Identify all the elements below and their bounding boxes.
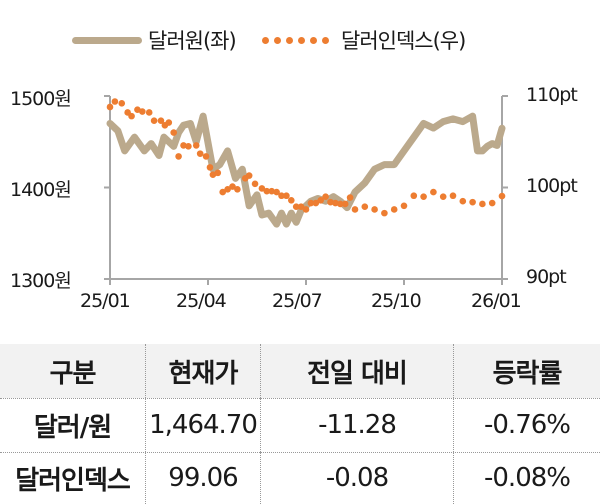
dxy-dot — [351, 206, 359, 213]
dxy-dot — [341, 200, 349, 208]
row-divider — [0, 452, 600, 453]
dxy-dot — [251, 180, 259, 188]
legend-line-swatch — [72, 36, 142, 44]
x-axis-tick-2510: 25/10 — [371, 290, 422, 312]
usdkrw-price: 1,464.70 — [146, 398, 261, 452]
dxy-dot — [498, 192, 506, 200]
dxy-dot — [459, 197, 467, 205]
dxy-dot — [449, 192, 457, 200]
dxy-dot — [268, 187, 276, 195]
dxy-dot — [192, 142, 200, 149]
usdkrw-change-rate: -0.76% — [484, 410, 571, 440]
dxy-dot — [185, 143, 192, 150]
table-header-row: 구분 현재가 전일 대비 등락률 — [0, 344, 600, 398]
dxy-dot — [128, 112, 135, 120]
legend-item-usdkrw: 달러원(좌) — [72, 20, 237, 60]
right-axis-tick-90: 90pt — [526, 266, 567, 288]
dxy-dot — [400, 202, 408, 210]
dxy-dot — [214, 169, 222, 177]
dxy-dot — [196, 150, 204, 157]
right-axis-tick-100: 100pt — [526, 175, 578, 197]
dxy-dot — [390, 206, 398, 213]
dxy-dot — [145, 109, 153, 116]
x-axis-tick-2601: 26/01 — [471, 290, 522, 312]
usdkrw-line — [106, 112, 506, 228]
header-category: 구분 — [0, 344, 146, 398]
legend-label-usdkrw: 달러원(좌) — [148, 29, 237, 53]
left-axis-tick-1400: 1400원 — [10, 179, 72, 201]
dxy-dot — [410, 192, 418, 200]
dxy-change-rate: -0.08% — [484, 463, 571, 493]
dxy-dot — [332, 199, 339, 207]
table-row: 달러인덱스 99.06 -0.08 -0.08% — [0, 452, 600, 504]
dxy-dot — [371, 206, 378, 213]
dxy-dot — [245, 172, 253, 179]
chart-legend: 달러원(좌) 달러인덱스(우) — [0, 20, 600, 60]
row-divider — [0, 398, 600, 399]
dxy-dot — [283, 192, 290, 200]
x-axis-tick-2504: 25/04 — [176, 290, 227, 312]
dxy-dot — [170, 129, 177, 136]
usdkrw-change: -11.28 — [261, 398, 454, 452]
header-change-rate: 등락률 — [492, 358, 563, 389]
chart-plot-area — [104, 95, 508, 285]
dxy-dot — [317, 197, 325, 204]
dxy-dot — [219, 188, 226, 196]
dxy-dot — [278, 192, 285, 200]
dxy-dot — [150, 117, 158, 125]
dxy-dot — [469, 198, 476, 206]
dxy-dot — [327, 198, 334, 206]
dxy-dot — [420, 193, 427, 200]
dxy-dot — [346, 194, 354, 201]
header-current-price: 현재가 — [146, 344, 261, 398]
dxy-dot — [258, 185, 266, 192]
dxy-dot — [312, 199, 320, 207]
dxy-dot — [439, 193, 447, 200]
dxy-dot — [337, 200, 344, 208]
dxy-dot — [111, 98, 119, 105]
dxy-dot — [292, 203, 300, 211]
table-row: 달러/원 1,464.70 -11.28 -0.76% — [0, 398, 600, 452]
dxy-change: -0.08 — [261, 452, 454, 504]
dxy-price: 99.06 — [146, 452, 261, 504]
row-label-usdkrw: 달러/원 — [0, 398, 146, 452]
dxy-dot — [139, 108, 146, 115]
dxy-dot — [263, 187, 271, 195]
x-axis-tick-2501: 25/01 — [80, 290, 131, 312]
legend-item-dxy: 달러인덱스(우) — [262, 20, 466, 60]
dxy-dot — [430, 188, 437, 196]
dxy-dot — [479, 200, 486, 208]
x-axis-tick-2507: 25/07 — [272, 290, 323, 312]
legend-dots-swatch — [262, 36, 329, 44]
dxy-dot — [165, 119, 173, 126]
left-axis-tick-1500: 1500원 — [10, 88, 72, 110]
dxy-dot — [180, 142, 187, 149]
row-label-dxy: 달러인덱스 — [0, 452, 146, 504]
left-axis-tick-1300: 1300원 — [10, 270, 72, 292]
dxy-dot — [106, 103, 114, 111]
dxy-dot — [224, 186, 231, 193]
dxy-dot — [381, 209, 388, 217]
dxy-dot — [361, 203, 369, 211]
dxy-dot — [202, 153, 210, 160]
dxy-dot — [307, 199, 315, 207]
dxy-dot — [118, 100, 126, 107]
dxy-dot — [302, 206, 310, 213]
dxy-dot — [322, 193, 329, 200]
right-axis-tick-110: 110pt — [526, 84, 578, 106]
dxy-dot — [206, 164, 214, 171]
fx-chart: 1500원 1400원 1300원 110pt 100pt 90pt 25/01… — [0, 70, 600, 330]
dxy-dot — [273, 188, 280, 196]
dxy-dot — [229, 183, 236, 190]
dxy-dot — [157, 117, 165, 125]
legend-label-dxy: 달러인덱스(우) — [341, 29, 466, 53]
dxy-dot — [297, 203, 305, 211]
dxy-dot — [488, 199, 496, 207]
dxy-dot — [234, 186, 241, 193]
dxy-dot — [288, 197, 295, 204]
header-change: 전일 대비 — [261, 344, 454, 398]
dxy-dot — [175, 153, 182, 160]
